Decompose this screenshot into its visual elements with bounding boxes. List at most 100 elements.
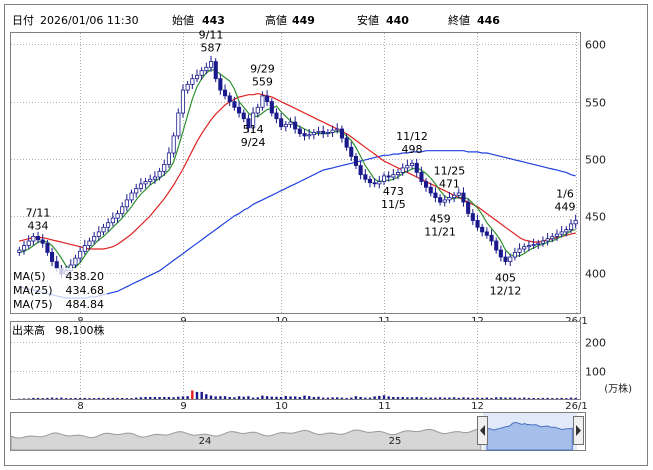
- volume-bar: [158, 397, 161, 399]
- candle-down: [433, 192, 438, 198]
- candle-up: [148, 178, 153, 183]
- volume-bar: [228, 397, 231, 399]
- candle-up: [176, 112, 181, 137]
- volume-bar: [55, 397, 58, 399]
- volume-bar: [518, 397, 521, 399]
- volume-xtick-8: 8: [77, 401, 83, 412]
- volume-bar: [378, 395, 381, 399]
- navigator-left-handle[interactable]: [477, 416, 488, 445]
- volume-bar: [27, 398, 30, 399]
- price-tick-600: 600: [585, 39, 606, 52]
- candle-up: [531, 243, 536, 246]
- volume-bar: [382, 395, 386, 399]
- candle-up: [456, 192, 461, 196]
- volume-bar: [354, 396, 358, 399]
- annotation-value: 405: [495, 272, 516, 285]
- low-value: 440: [386, 14, 409, 27]
- legend-ma5-label: MA(5): [13, 270, 46, 283]
- volume-bar: [36, 397, 40, 399]
- volume-bar: [92, 398, 96, 399]
- candle-down: [297, 128, 302, 134]
- volume-bars: [18, 390, 577, 399]
- candle-up: [110, 217, 115, 224]
- close-value: 446: [477, 14, 500, 27]
- candle-up: [101, 226, 106, 233]
- volume-bar: [69, 398, 72, 399]
- candle-up: [157, 170, 162, 178]
- candle-down: [321, 130, 326, 135]
- volume-bar: [88, 398, 91, 399]
- candle-up: [162, 163, 167, 172]
- candle-down: [50, 251, 55, 262]
- candle-down: [498, 249, 503, 258]
- candle-down: [54, 261, 59, 269]
- volume-bar: [537, 398, 540, 399]
- volume-bar: [200, 391, 203, 399]
- open-value: 443: [202, 14, 225, 27]
- volume-bar: [60, 397, 63, 399]
- volume-bar: [392, 397, 395, 399]
- candle-up: [26, 240, 31, 246]
- navigator-right-handle[interactable]: [573, 416, 584, 445]
- volume-bar: [125, 398, 129, 399]
- volume-bar: [569, 397, 573, 399]
- volume-bar: [466, 397, 470, 399]
- volume-value: 98,100株: [55, 323, 105, 337]
- candle-up: [166, 152, 172, 165]
- candle-up: [171, 135, 176, 154]
- candle-down: [36, 235, 41, 241]
- volume-tick-200: 200: [585, 337, 606, 350]
- volume-bar: [509, 397, 512, 399]
- price-tick-450: 450: [585, 211, 606, 224]
- volume-bar: [490, 397, 493, 399]
- candle-up: [526, 245, 531, 248]
- volume-bar: [350, 397, 353, 399]
- annotation-date: 11/25: [434, 164, 466, 177]
- volume-bar: [74, 397, 77, 399]
- volume-bar: [457, 397, 460, 399]
- volume-bar: [481, 397, 484, 399]
- candlesticks: [17, 55, 578, 279]
- volume-bar: [195, 391, 199, 399]
- legend-ma5-value: 438.20: [66, 270, 105, 283]
- volume-axis: 100 200: [585, 337, 606, 379]
- volume-bar: [265, 396, 269, 399]
- volume-bar: [574, 397, 577, 399]
- candle-up: [152, 176, 158, 180]
- candle-down: [339, 128, 344, 139]
- volume-bar: [294, 396, 297, 399]
- volume-bar: [270, 396, 273, 399]
- volume-label: 出来高: [12, 323, 45, 337]
- price-panel: [10, 32, 581, 314]
- volume-xtick-26/1: 26/1: [565, 401, 587, 412]
- range-navigator[interactable]: 24 25: [10, 412, 586, 451]
- annotation-value: 434: [28, 220, 49, 233]
- volume-bar: [172, 397, 175, 399]
- candle-down: [503, 256, 508, 262]
- price-tick-550: 550: [585, 97, 606, 110]
- volume-bar: [504, 397, 507, 399]
- volume-bar: [275, 396, 278, 399]
- candle-down: [419, 171, 424, 182]
- volume-x-axis: 8 9 10 11 12 26/1: [77, 401, 587, 412]
- date-value: 2026/01/06 11:30: [40, 14, 139, 27]
- navigator-selection-history: [486, 421, 573, 451]
- volume-bar: [214, 396, 217, 399]
- volume-bar: [116, 397, 119, 399]
- candle-down: [222, 89, 228, 97]
- candle-down: [494, 240, 499, 251]
- candle-down: [358, 165, 363, 176]
- candle-up: [21, 245, 27, 251]
- ma-legend: MA(5) 438.20 MA(25) 434.68 MA(75) 484.84: [11, 268, 107, 312]
- volume-bar: [191, 390, 194, 399]
- open-label: 始値: [172, 13, 194, 27]
- volume-bar: [298, 397, 301, 399]
- volume-xtick-9: 9: [180, 401, 186, 412]
- volume-bar: [326, 397, 330, 399]
- volume-bar: [22, 398, 26, 399]
- volume-unit: (万株): [604, 382, 632, 395]
- annotation-date: 11/12: [396, 130, 428, 143]
- candle-up: [185, 84, 190, 91]
- volume-bar: [251, 397, 255, 399]
- volume-grid: [11, 322, 580, 399]
